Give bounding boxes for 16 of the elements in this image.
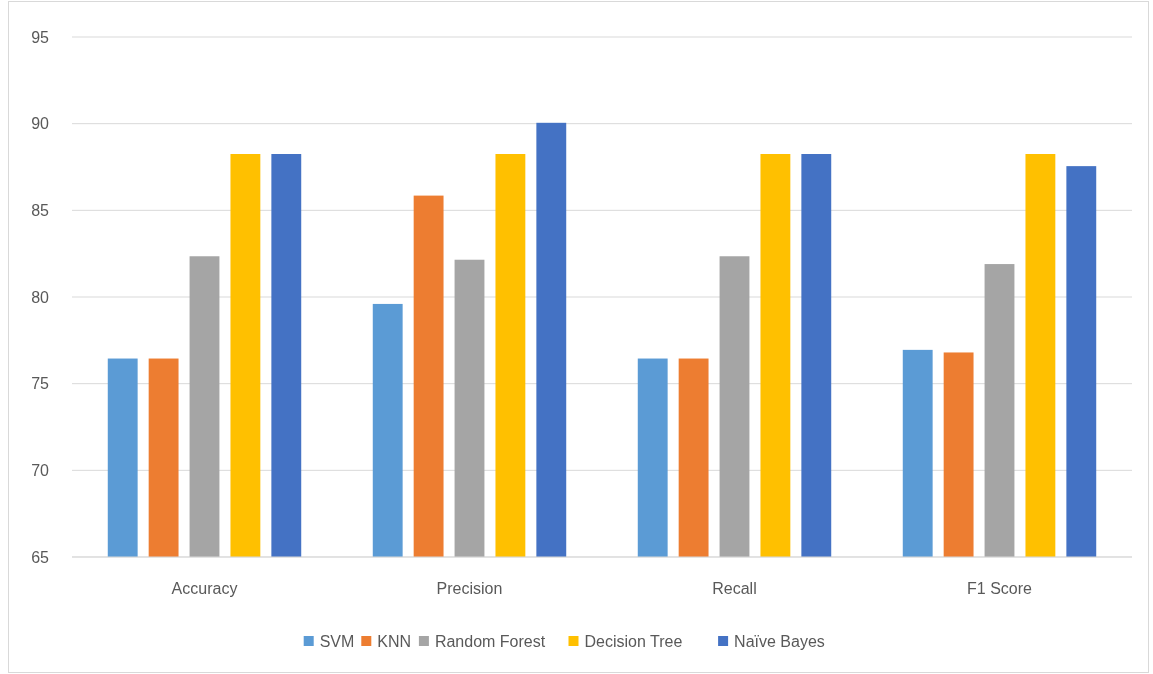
legend-label: SVM [319,632,355,650]
x-tick-label: F1 Score [967,579,1033,597]
y-tick-label: 80 [31,288,50,306]
legend-label: Decision Tree [584,632,683,650]
y-tick-label: 95 [31,28,50,46]
x-tick-label: Recall [712,579,757,597]
legend-label: Random Forest [434,632,546,650]
legend-label: KNN [377,632,412,650]
x-tick-label: Precision [436,579,503,597]
y-tick-label: 75 [31,375,50,393]
y-tick-label: 70 [31,461,50,479]
x-tick-label: Accuracy [171,579,238,597]
legend-label: Naïve Bayes [734,632,825,650]
y-tick-label: 85 [31,201,50,219]
y-tick-label: 65 [31,548,50,566]
y-tick-label: 90 [31,115,50,133]
